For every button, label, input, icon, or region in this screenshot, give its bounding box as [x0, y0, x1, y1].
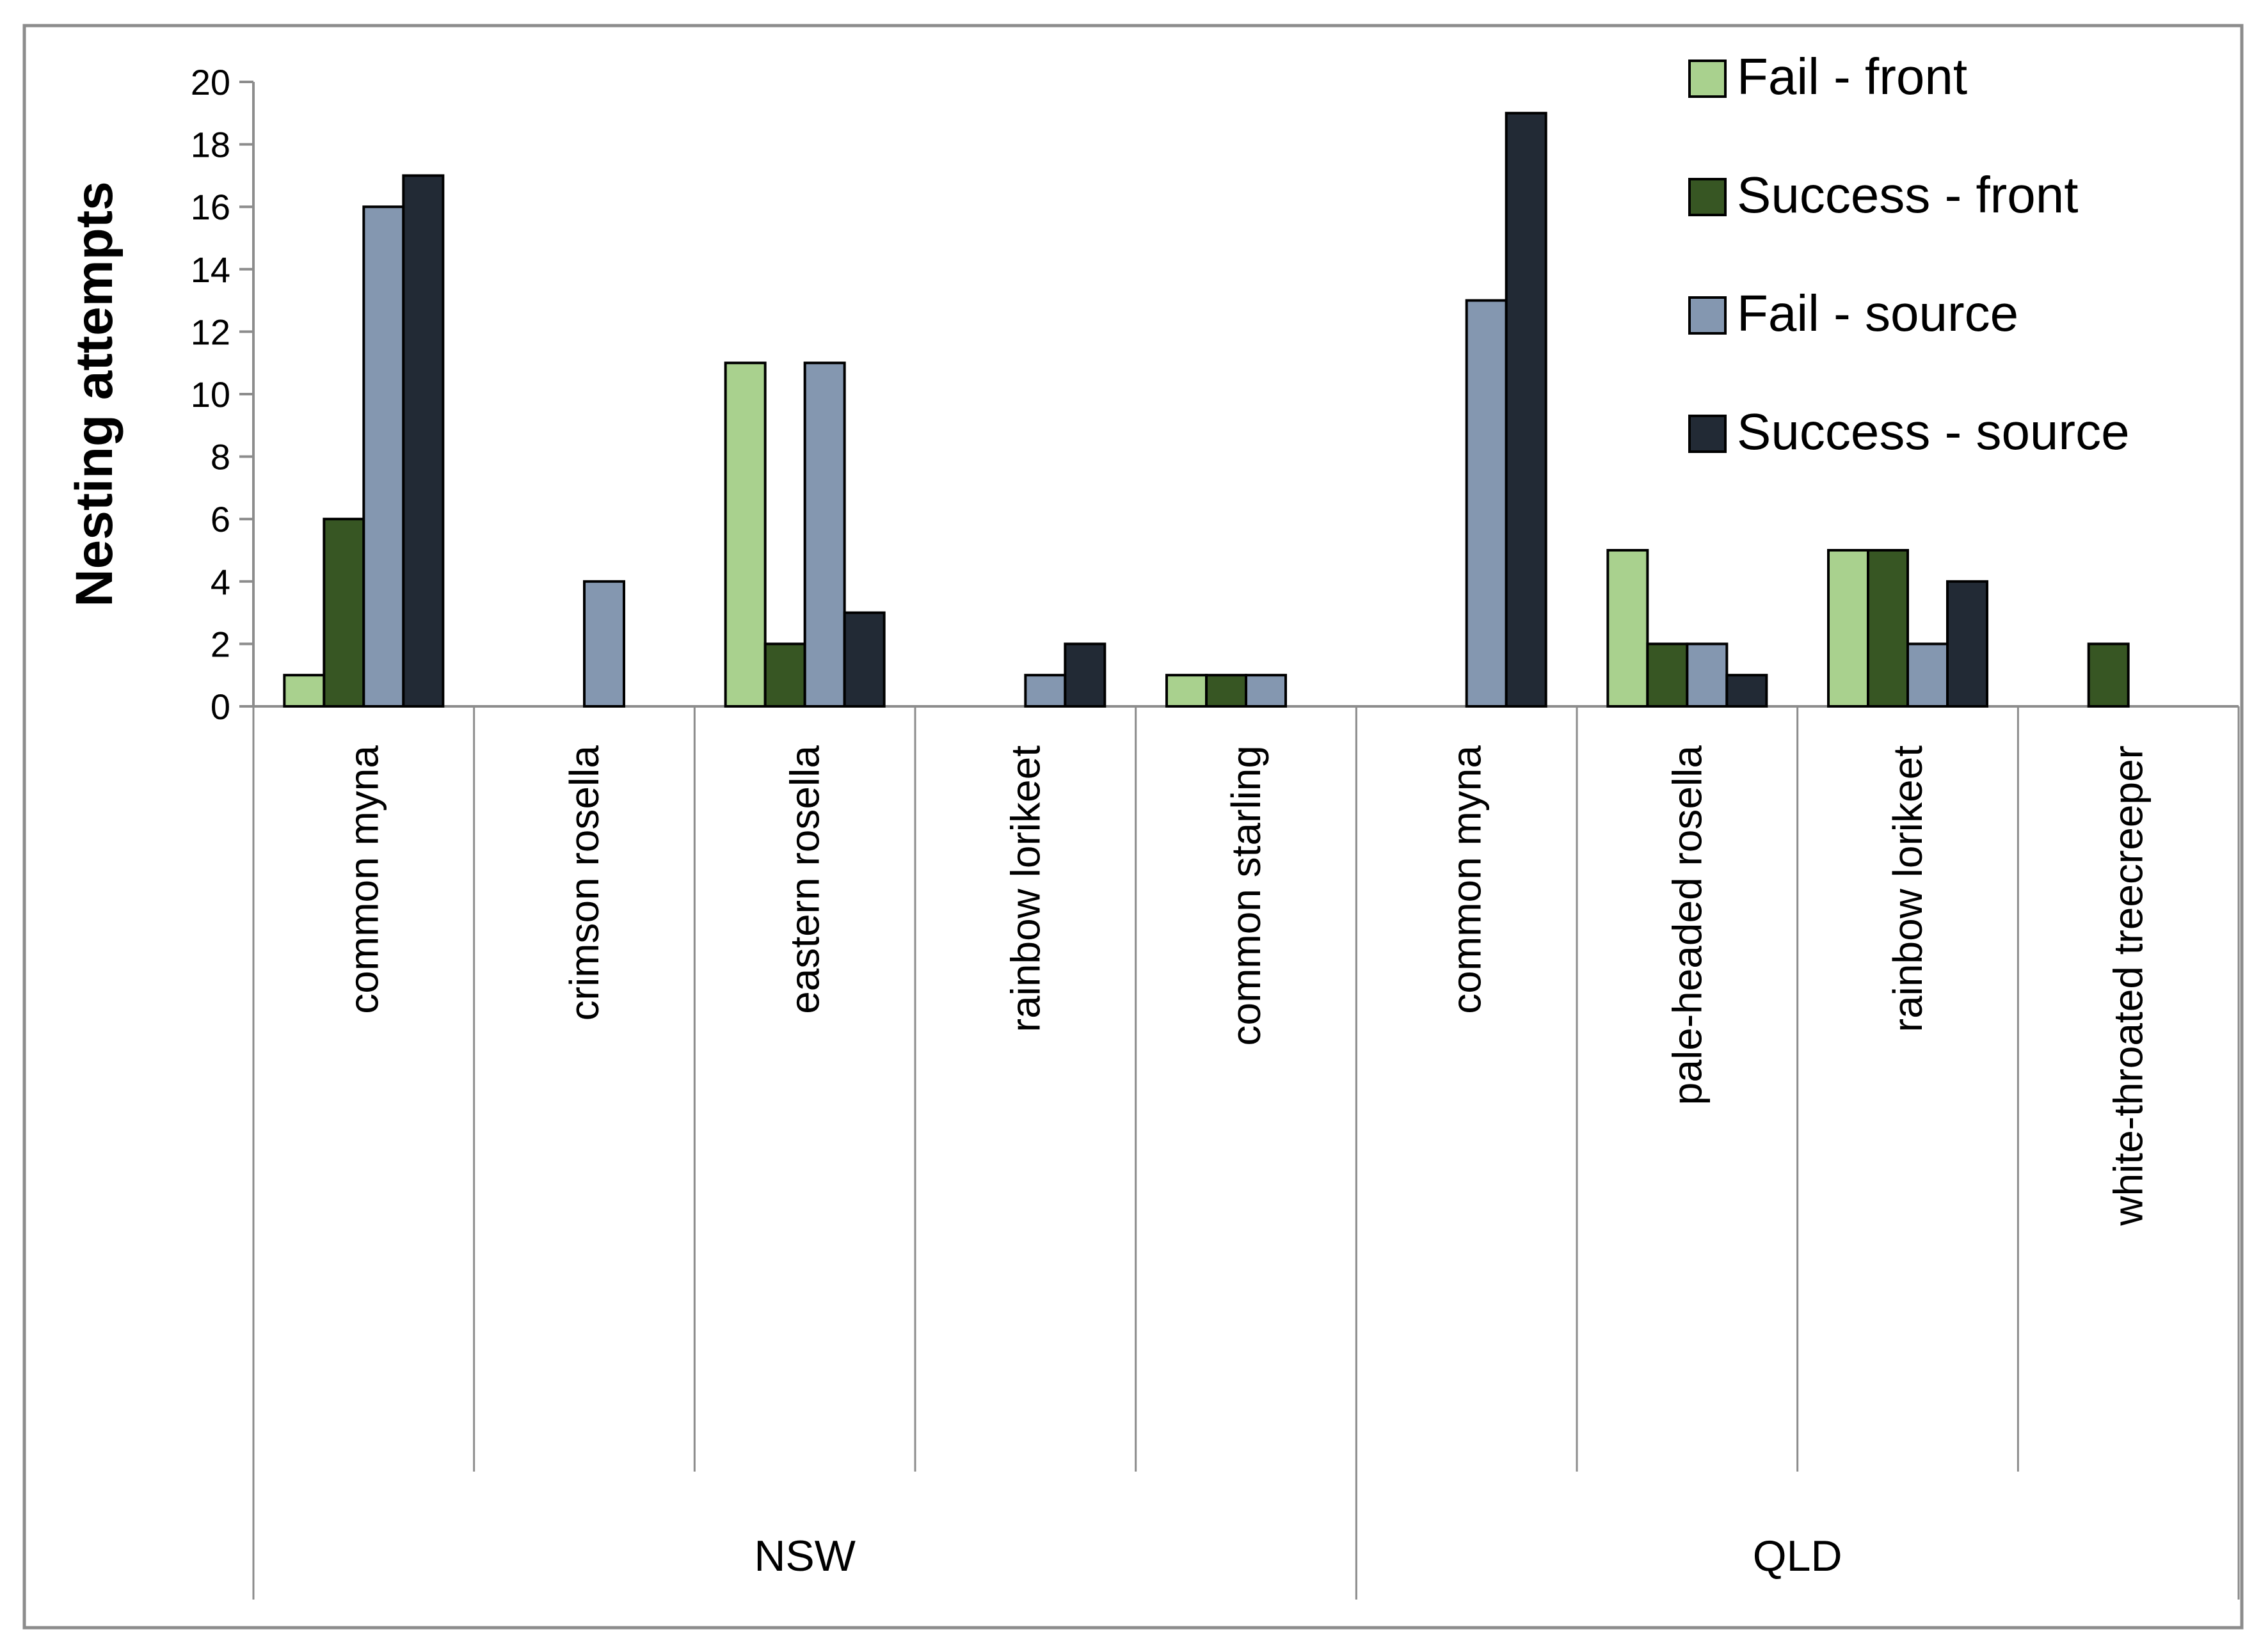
legend-label: Fail - source	[1737, 285, 2018, 342]
y-tick-label: 2	[211, 624, 230, 664]
legend: Fail - front Success - front Fail - source…	[1688, 48, 2130, 460]
bar-success-front-7	[1867, 549, 1909, 708]
y-tick-label: 0	[211, 687, 230, 727]
bar-fail-front-7	[1827, 549, 1869, 708]
bar-success-front-6	[1646, 642, 1689, 708]
legend-swatch	[1688, 415, 1727, 453]
bar-fail-source-3	[1024, 674, 1067, 708]
bar-success-source-6	[1725, 674, 1768, 708]
y-tick-label: 16	[191, 187, 230, 227]
y-tick-label: 20	[191, 62, 230, 102]
y-tick-label: 18	[191, 125, 230, 165]
legend-label: Success - front	[1737, 166, 2079, 223]
legend-label: Success - source	[1737, 403, 2130, 460]
bar-success-front-0	[323, 518, 365, 708]
bar-fail-source-0	[362, 205, 405, 708]
legend-swatch	[1688, 178, 1727, 216]
y-tick-label: 12	[191, 312, 230, 352]
bar-success-source-0	[402, 174, 445, 708]
bar-success-source-5	[1505, 111, 1547, 708]
y-tick-label: 8	[211, 437, 230, 477]
category-label: pale-headed rosella	[1664, 745, 1710, 1106]
category-label: common myna	[1444, 745, 1490, 1014]
y-tick-label: 10	[191, 374, 230, 415]
bar-success-source-7	[1946, 580, 1988, 708]
bars	[283, 111, 2130, 708]
category-label: common myna	[340, 745, 387, 1014]
bar-success-source-2	[843, 611, 886, 708]
bar-fail-front-2	[724, 361, 767, 708]
category-label: rainbow lorikeet	[1885, 745, 1931, 1032]
y-axis-label: Nesting attempts	[65, 181, 124, 607]
bar-fail-source-5	[1465, 299, 1508, 708]
group-label: NSW	[754, 1532, 856, 1580]
legend-swatch	[1688, 296, 1727, 335]
bar-fail-source-1	[583, 580, 625, 708]
group-label: QLD	[1753, 1532, 1842, 1580]
legend-swatch	[1688, 60, 1727, 98]
legend-label: Fail - front	[1737, 48, 1967, 105]
y-tick-label: 6	[211, 499, 230, 539]
category-label: rainbow lorikeet	[1002, 745, 1048, 1032]
y-tick-label: 14	[191, 250, 230, 290]
bar-fail-source-2	[803, 361, 846, 708]
bar-fail-front-0	[283, 674, 326, 708]
bar-fail-source-7	[1906, 642, 1949, 708]
bar-fail-source-4	[1245, 674, 1287, 708]
bar-success-front-8	[2087, 642, 2130, 708]
category-label: eastern rosella	[782, 745, 828, 1014]
bar-fail-front-4	[1165, 674, 1208, 708]
category-label: common starling	[1223, 745, 1269, 1046]
labels: 0 2 4 6 8 10 12 14 16 18 20 Nesting attempts common …	[65, 62, 2152, 1580]
y-tick-label: 4	[211, 562, 230, 602]
category-label: crimson rosella	[561, 745, 607, 1021]
bar-success-front-4	[1205, 674, 1247, 708]
category-label: white-throated treecreeper	[2105, 745, 2152, 1227]
bar-fail-front-6	[1606, 549, 1649, 708]
bar-success-front-2	[763, 642, 806, 708]
bar-success-source-3	[1064, 642, 1107, 708]
bar-fail-source-6	[1686, 642, 1729, 708]
